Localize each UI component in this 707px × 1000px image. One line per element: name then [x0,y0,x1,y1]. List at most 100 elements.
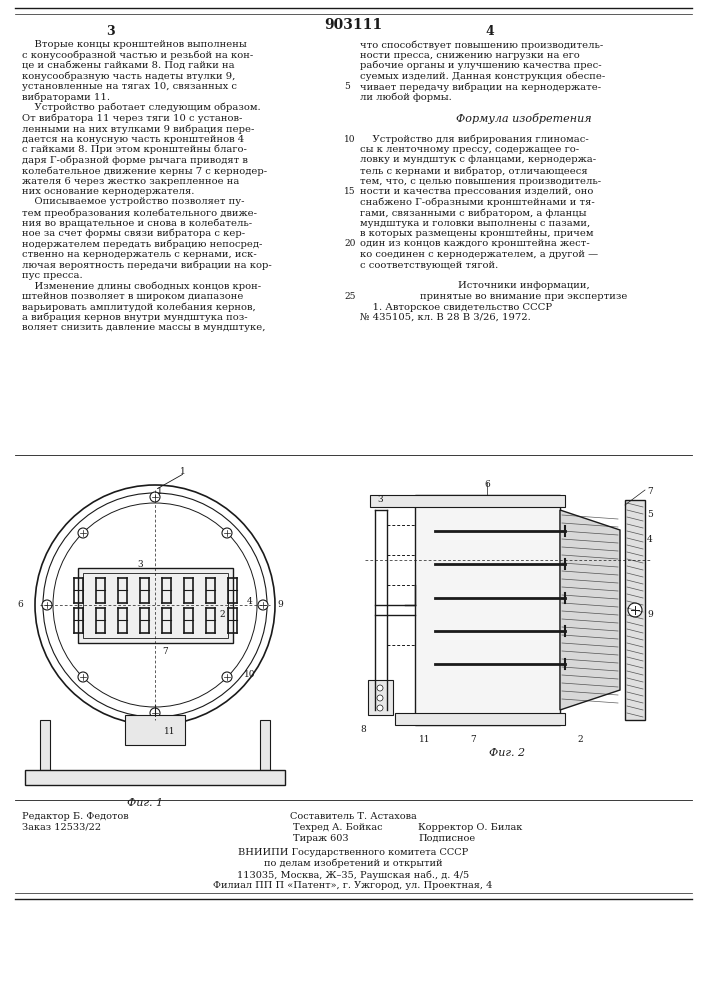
Text: ности и качества прессования изделий, оно: ности и качества прессования изделий, он… [360,187,593,196]
Bar [260,720,270,770]
Bar [415,495,560,725]
Circle shape [222,528,232,538]
Text: Источники информации,: Источники информации, [458,282,590,290]
Text: гами, связанными с вибратором, а фланцы: гами, связанными с вибратором, а фланцы [360,208,587,218]
Text: 4: 4 [247,597,253,606]
Text: 7: 7 [162,647,168,656]
Text: снабжено Г-образными кронштейнами и тя-: снабжено Г-образными кронштейнами и тя- [360,198,595,207]
Text: Описываемое устройство позволяет пу-: Описываемое устройство позволяет пу- [22,198,245,207]
Text: 15: 15 [344,187,356,196]
Bar [625,500,645,720]
Text: нодержателем передать вибрацию непосред-: нодержателем передать вибрацию непосред- [22,239,262,249]
Text: ко соединен с кернодержателем, а другой —: ко соединен с кернодержателем, а другой … [360,250,598,259]
Text: штейнов позволяет в широком диапазоне: штейнов позволяет в широком диапазоне [22,292,243,301]
Text: тем, что, с целью повышения производитель-: тем, что, с целью повышения производител… [360,176,601,186]
Text: с конусообразной частью и резьбой на кон-: с конусообразной частью и резьбой на кон… [22,50,253,60]
Text: Тираж 603: Тираж 603 [293,834,349,843]
Text: 1: 1 [180,467,186,476]
Text: 10: 10 [244,670,256,679]
Text: один из концов каждого кронштейна жест-: один из концов каждого кронштейна жест- [360,239,590,248]
Text: воляет снизить давление массы в мундштуке,: воляет снизить давление массы в мундштук… [22,324,266,332]
Text: конусообразную часть надеты втулки 9,: конусообразную часть надеты втулки 9, [22,72,235,81]
Text: тем преобразования колебательного движе-: тем преобразования колебательного движе- [22,208,257,218]
Text: рабочие органы и улучшению качества прес-: рабочие органы и улучшению качества прес… [360,61,602,70]
Text: 6: 6 [17,600,23,609]
Text: ВНИИПИ Государственного комитета СССР: ВНИИПИ Государственного комитета СССР [238,848,468,857]
Text: це и снабжены гайками 8. Под гайки на: це и снабжены гайками 8. Под гайки на [22,61,235,70]
Circle shape [377,695,383,701]
Bar [368,680,393,715]
Circle shape [78,672,88,682]
Text: 11: 11 [164,727,176,736]
Bar [370,495,565,507]
Text: 9: 9 [647,610,653,619]
Text: 3: 3 [137,560,143,569]
Text: 5: 5 [344,82,350,91]
Polygon shape [560,510,620,710]
Text: 3: 3 [378,495,382,504]
Text: чивает передачу вибрации на кернодержате-: чивает передачу вибрации на кернодержате… [360,82,601,92]
Text: а вибрация кернов внутри мундштука поз-: а вибрация кернов внутри мундштука поз- [22,313,247,322]
Text: 10: 10 [344,134,356,143]
Text: 903111: 903111 [324,18,382,32]
Text: 2: 2 [577,735,583,744]
Text: установленные на тягах 10, связанных с: установленные на тягах 10, связанных с [22,82,237,91]
Text: ное за счет формы связи вибратора с кер-: ное за счет формы связи вибратора с кер- [22,229,245,238]
Text: ственно на кернодержатель с кернами, иск-: ственно на кернодержатель с кернами, иск… [22,250,257,259]
Text: колебательное движение керны 7 с кернодер-: колебательное движение керны 7 с керноде… [22,166,267,176]
Text: Корректор О. Билак: Корректор О. Билак [418,823,522,832]
Text: Устройство для вибрирования глиномас-: Устройство для вибрирования глиномас- [360,134,589,144]
Bar [78,568,233,643]
Text: 6: 6 [484,480,490,489]
Bar [25,770,285,785]
Text: ния во вращательное и снова в колебатель-: ния во вращательное и снова в колебатель… [22,219,252,228]
Circle shape [150,708,160,718]
Text: варьировать амплитудой колебания кернов,: варьировать амплитудой колебания кернов, [22,302,256,312]
Text: Редактор Б. Федотов: Редактор Б. Федотов [22,812,129,821]
Text: вибраторами 11.: вибраторами 11. [22,93,110,102]
Text: 4: 4 [486,25,494,38]
Text: ли любой формы.: ли любой формы. [360,93,452,102]
Text: мундштука и головки выполнены с пазами,: мундштука и головки выполнены с пазами, [360,219,590,228]
Text: 113035, Москва, Ж–35, Раушская наб., д. 4/5: 113035, Москва, Ж–35, Раушская наб., д. … [237,870,469,880]
Text: 3: 3 [105,25,115,38]
Text: Филиал ПП П «Патент», г. Ужгород, ул. Проектная, 4: Филиал ПП П «Патент», г. Ужгород, ул. Пр… [214,881,493,890]
Text: Изменение длины свободных концов крон-: Изменение длины свободных концов крон- [22,282,261,291]
Text: ленными на них втулками 9 вибрация пере-: ленными на них втулками 9 вибрация пере- [22,124,255,133]
Circle shape [150,492,160,502]
Text: Техред А. Бойкас: Техред А. Бойкас [293,823,382,832]
Text: 2: 2 [219,610,225,619]
Text: пус пресса.: пус пресса. [22,271,83,280]
Text: Фиг. 1: Фиг. 1 [127,798,163,808]
Circle shape [78,528,88,538]
Text: ности пресса, снижению нагрузки на его: ности пресса, снижению нагрузки на его [360,50,580,60]
Text: принятые во внимание при экспертизе: принятые во внимание при экспертизе [421,292,628,301]
Text: № 435105, кл. В 28 В 3/26, 1972.: № 435105, кл. В 28 В 3/26, 1972. [360,313,531,322]
Text: 7: 7 [471,735,479,744]
Circle shape [258,600,268,610]
Text: тель с кернами и вибратор, отличающееся: тель с кернами и вибратор, отличающееся [360,166,588,176]
Text: От вибратора 11 через тяги 10 с установ-: От вибратора 11 через тяги 10 с установ- [22,113,243,123]
Text: дается на конусную часть кронштейнов 4: дается на конусную часть кронштейнов 4 [22,134,244,143]
Text: ловку и мундштук с фланцами, кернодержа-: ловку и мундштук с фланцами, кернодержа- [360,155,596,164]
Text: Устройство работает следующим образом.: Устройство работает следующим образом. [22,103,261,112]
Text: Фиг. 2: Фиг. 2 [489,748,525,758]
Text: с соответствующей тягой.: с соответствующей тягой. [360,260,498,269]
Bar [395,713,565,725]
Text: 25: 25 [344,292,356,301]
Circle shape [42,600,52,610]
Text: в которых размещены кронштейны, причем: в которых размещены кронштейны, причем [360,229,593,238]
Text: 4: 4 [647,535,653,544]
Text: 1. Авторское свидетельство СССР: 1. Авторское свидетельство СССР [360,302,552,312]
Bar [40,720,50,770]
Text: них основание кернодержателя.: них основание кернодержателя. [22,187,194,196]
Text: Составитель Т. Астахова: Составитель Т. Астахова [290,812,416,821]
Circle shape [377,705,383,711]
Text: 8: 8 [360,725,366,734]
Circle shape [377,685,383,691]
Text: 7: 7 [647,487,653,496]
Bar [83,573,228,638]
Bar [125,715,185,745]
Text: Формула изобретения: Формула изобретения [456,113,592,124]
Text: сы к ленточному прессу, содержащее го-: сы к ленточному прессу, содержащее го- [360,145,579,154]
